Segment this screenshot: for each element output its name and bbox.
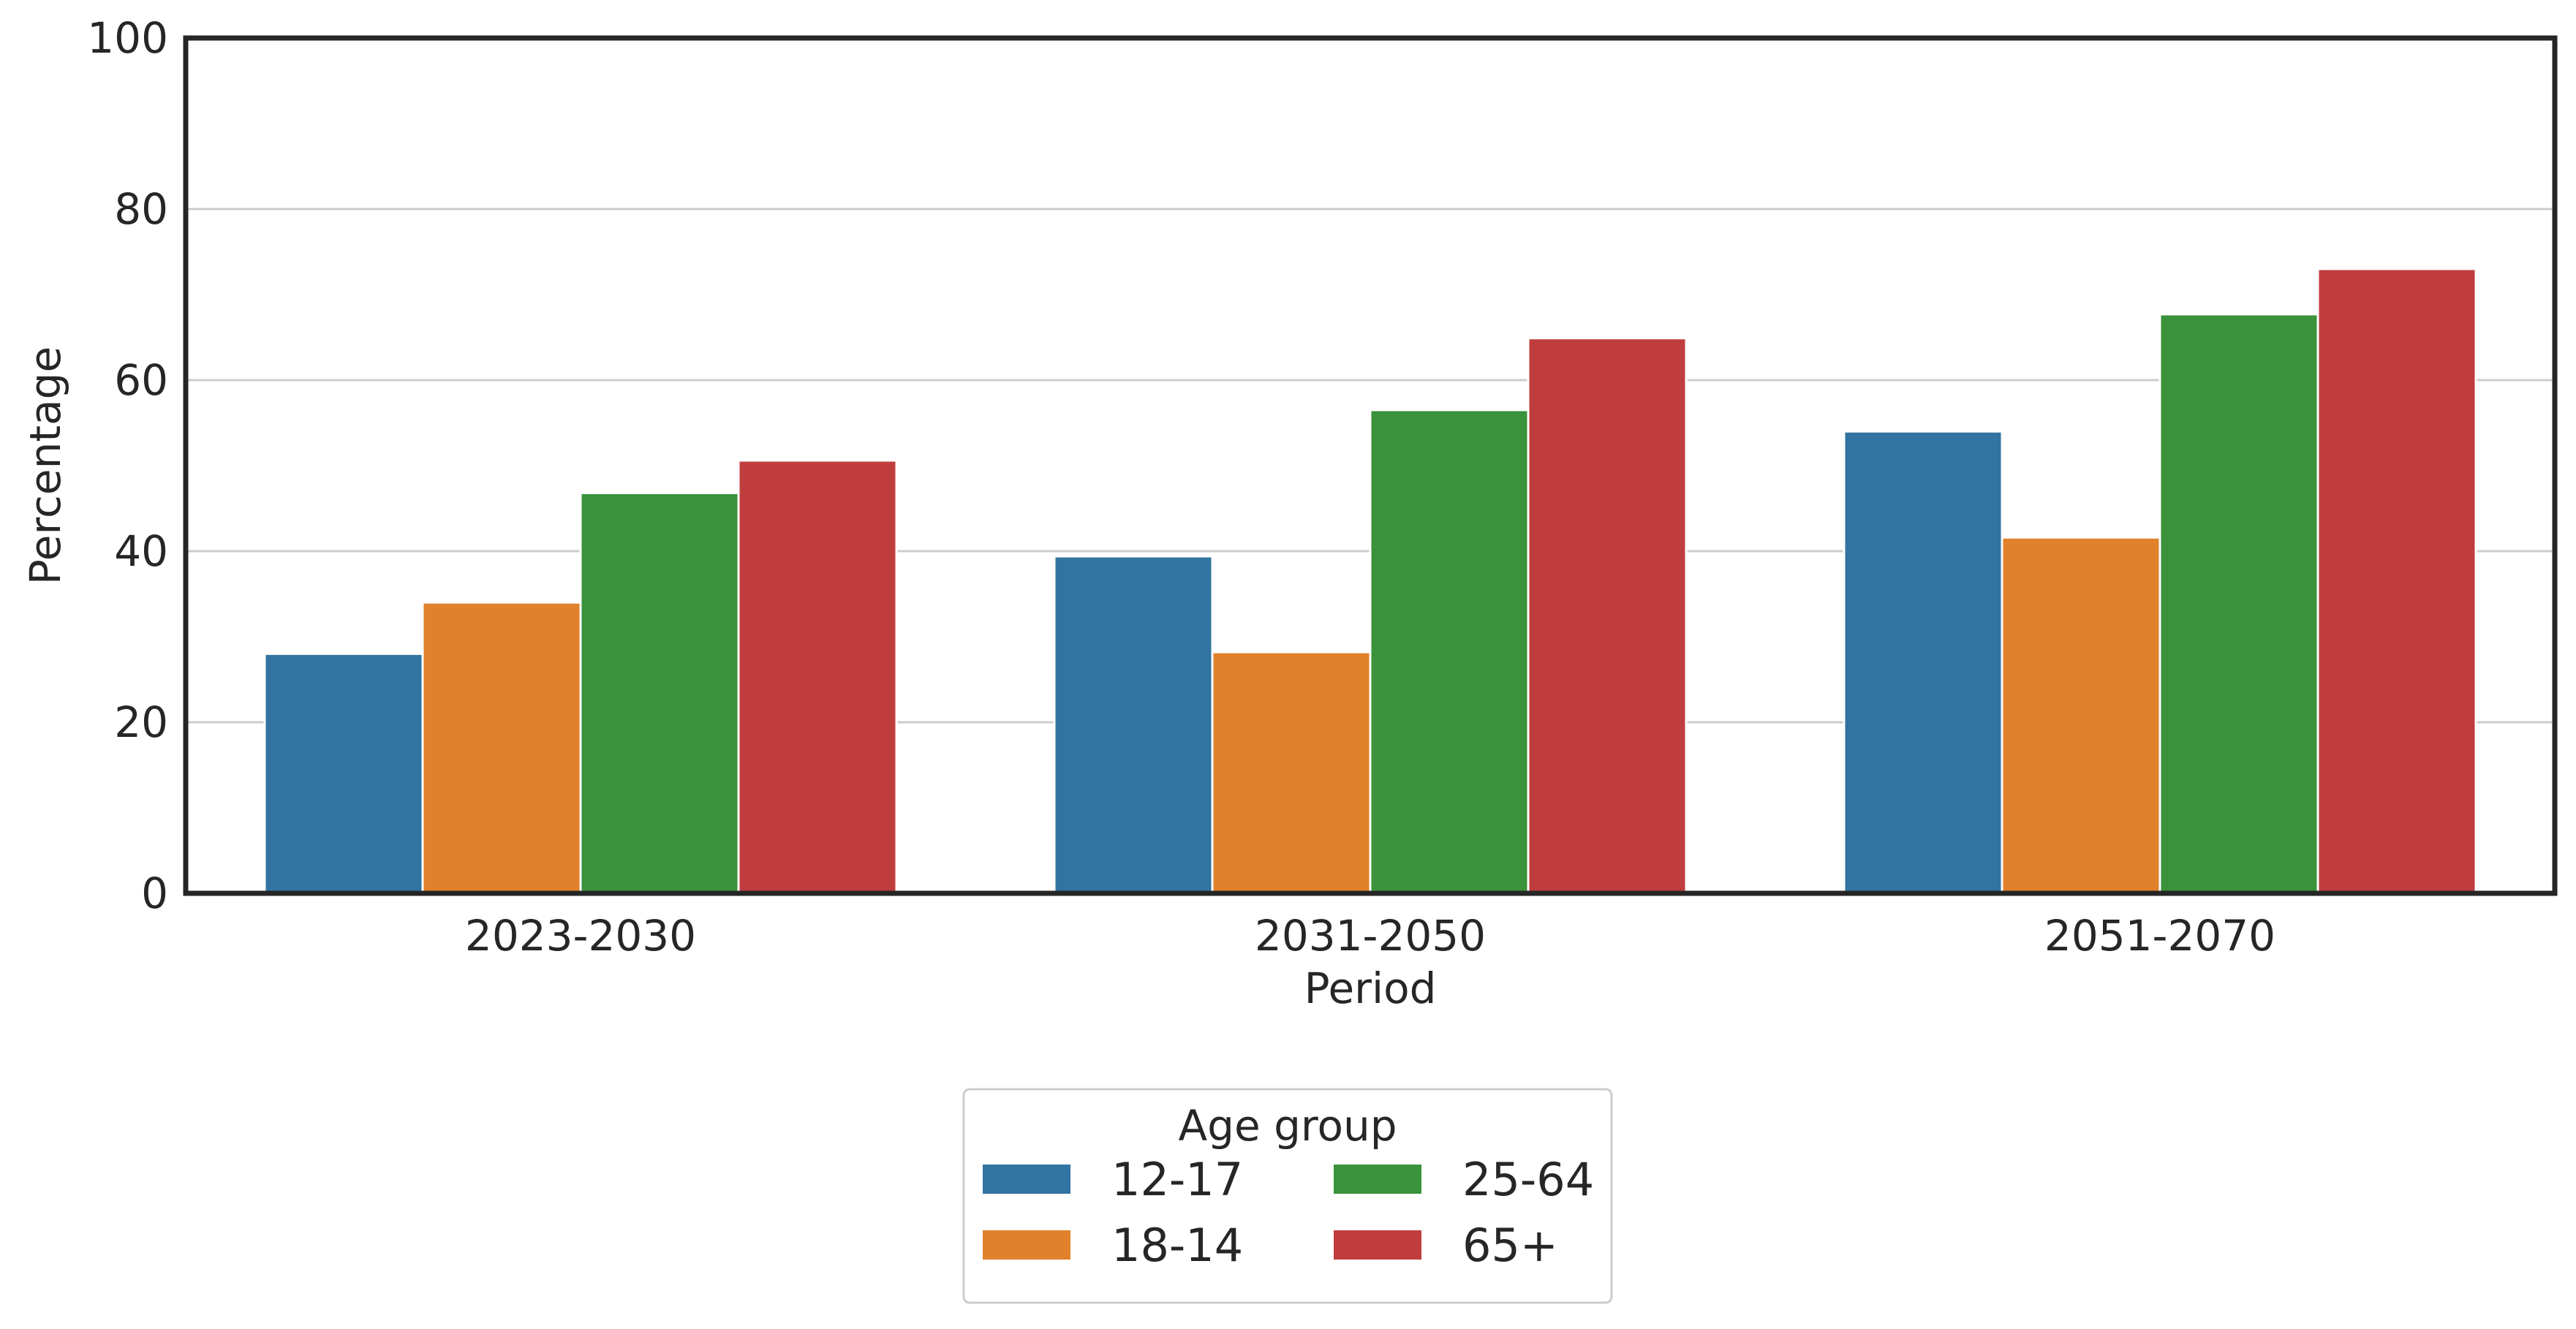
x-axis-label: Period	[1304, 963, 1437, 1013]
y-tick-label: 100	[87, 13, 168, 63]
x-tick-label: 2051-2070	[2044, 911, 2275, 961]
legend-swatch	[1334, 1230, 1421, 1260]
y-tick-label: 80	[114, 184, 168, 234]
y-tick-label: 40	[114, 526, 168, 576]
bar	[421, 601, 582, 895]
bar	[2158, 313, 2319, 895]
bar	[1527, 337, 1688, 895]
bar	[579, 491, 740, 895]
x-axis-ticks: 2023-2030 2031-2050 2051-2070	[465, 911, 2275, 961]
bar	[1053, 555, 1214, 895]
bar	[2316, 268, 2477, 895]
y-tick-label: 0	[141, 868, 168, 918]
legend-swatch	[1334, 1165, 1421, 1194]
legend-swatch	[983, 1165, 1070, 1194]
bar	[1211, 651, 1372, 895]
legend-label: 25-64	[1462, 1153, 1594, 1206]
bar	[737, 459, 898, 895]
bar	[2001, 536, 2161, 895]
y-tick-label: 20	[114, 697, 168, 747]
legend-items: 12-17 18-14 25-64 65+	[983, 1153, 1594, 1272]
bar	[1369, 409, 1530, 895]
plot-frame	[183, 35, 2558, 896]
y-tick-label: 60	[114, 355, 168, 405]
y-axis-ticks: 0 20 40 60 80 100	[87, 13, 168, 918]
bars	[263, 268, 2477, 895]
legend-title: Age group	[1178, 1101, 1397, 1151]
x-tick-label: 2023-2030	[465, 911, 696, 961]
bar	[263, 652, 424, 895]
legend-label: 18-14	[1111, 1219, 1243, 1272]
legend-box	[962, 1088, 1613, 1304]
x-tick-label: 2031-2050	[1255, 911, 1486, 961]
bar	[1843, 430, 2003, 895]
legend-label: 65+	[1462, 1219, 1558, 1272]
legend-swatch	[983, 1230, 1070, 1260]
legend: Age group 12-17 18-14 25-64 65+	[962, 1088, 1613, 1304]
y-axis-label: Percentage	[20, 347, 70, 585]
legend-label: 12-17	[1111, 1153, 1243, 1206]
